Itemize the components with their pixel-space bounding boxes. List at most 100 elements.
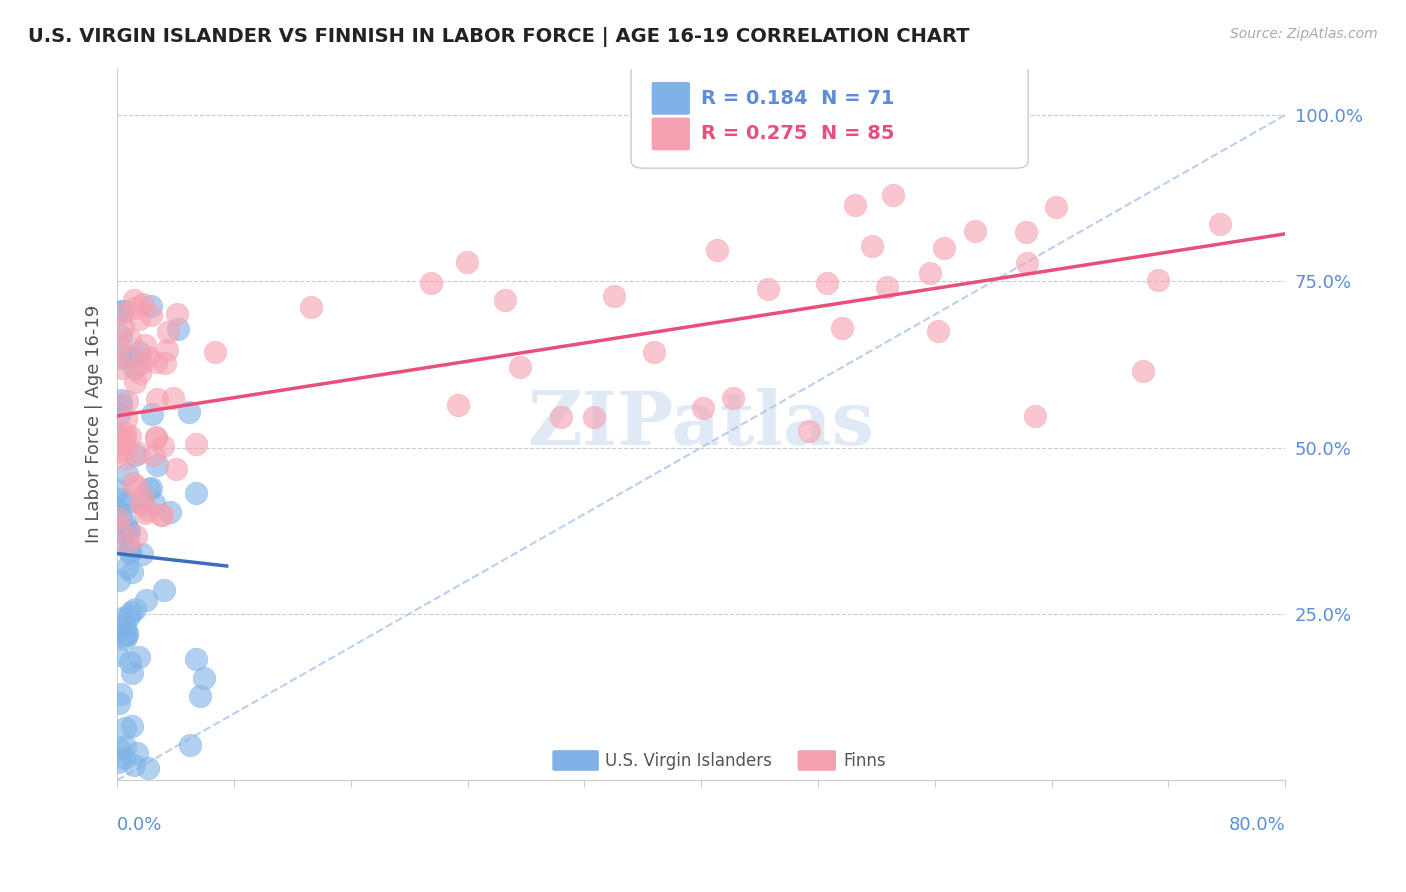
Point [844,197,866,211]
Point [184,437,207,451]
Point [114,619,136,633]
Point [447,398,470,412]
Point [146,458,169,472]
Point [114,526,136,541]
Point [112,751,135,765]
Point [124,758,146,772]
FancyBboxPatch shape [797,749,837,772]
Point [132,490,155,504]
Point [120,605,142,619]
Point [550,409,572,424]
Point [797,424,820,438]
Point [117,523,139,537]
Point [150,508,173,522]
Point [114,721,136,735]
Point [114,628,136,642]
Point [114,442,136,456]
Point [107,742,129,756]
Point [111,360,134,375]
FancyBboxPatch shape [631,62,1028,168]
Point [166,321,188,335]
Point [107,337,129,351]
Point [115,560,138,574]
Point [186,485,208,500]
Point [153,582,176,597]
Point [117,536,139,550]
Point [134,338,156,352]
Text: U.S. Virgin Islanders: U.S. Virgin Islanders [606,752,772,770]
Point [110,687,132,701]
Point [162,391,184,405]
Point [1147,273,1170,287]
Point [135,593,157,607]
Point [115,494,138,508]
Point [117,394,139,409]
Point [152,439,174,453]
Point [918,266,941,280]
Point [139,299,162,313]
Point [107,429,129,443]
Point [110,491,132,506]
Point [927,324,949,338]
Point [156,343,179,357]
Point [120,429,142,443]
Point [509,359,531,374]
Point [179,405,201,419]
Point [131,547,153,561]
Point [125,479,148,493]
Point [721,391,744,405]
Point [108,407,131,421]
Point [115,351,138,365]
Point [114,451,136,466]
FancyBboxPatch shape [651,117,690,151]
Point [111,304,134,318]
Point [141,407,163,421]
Text: U.S. VIRGIN ISLANDER VS FINNISH IN LABOR FORCE | AGE 16-19 CORRELATION CHART: U.S. VIRGIN ISLANDER VS FINNISH IN LABOR… [28,27,970,46]
Text: ZIPatlas: ZIPatlas [527,388,875,461]
Point [882,187,904,202]
Point [494,293,516,307]
Point [117,608,139,623]
Point [815,276,838,290]
Point [124,375,146,389]
Point [934,241,956,255]
Point [107,503,129,517]
Point [193,671,215,685]
Point [114,632,136,646]
Point [1132,364,1154,378]
Point [111,437,134,451]
Point [110,506,132,520]
Point [124,448,146,462]
Point [692,401,714,415]
Point [204,345,226,359]
Point [124,293,146,307]
Point [129,496,152,510]
Point [142,496,165,510]
Point [188,689,211,703]
Point [138,761,160,775]
Point [107,622,129,636]
Text: R = 0.184  N = 71: R = 0.184 N = 71 [702,89,894,108]
Point [110,445,132,459]
Point [108,573,131,587]
FancyBboxPatch shape [551,749,599,772]
Point [114,516,136,531]
Point [132,498,155,512]
Point [860,239,883,253]
Point [1014,226,1036,240]
Point [110,393,132,408]
Point [112,434,135,448]
Point [111,307,134,321]
Point [299,301,322,315]
Point [118,332,141,346]
Point [831,321,853,335]
Point [117,467,139,481]
Point [149,508,172,523]
Point [1209,217,1232,231]
Point [129,367,152,381]
Point [125,746,148,760]
Point [165,462,187,476]
Text: Finns: Finns [844,752,886,770]
Point [139,308,162,322]
Point [138,482,160,496]
